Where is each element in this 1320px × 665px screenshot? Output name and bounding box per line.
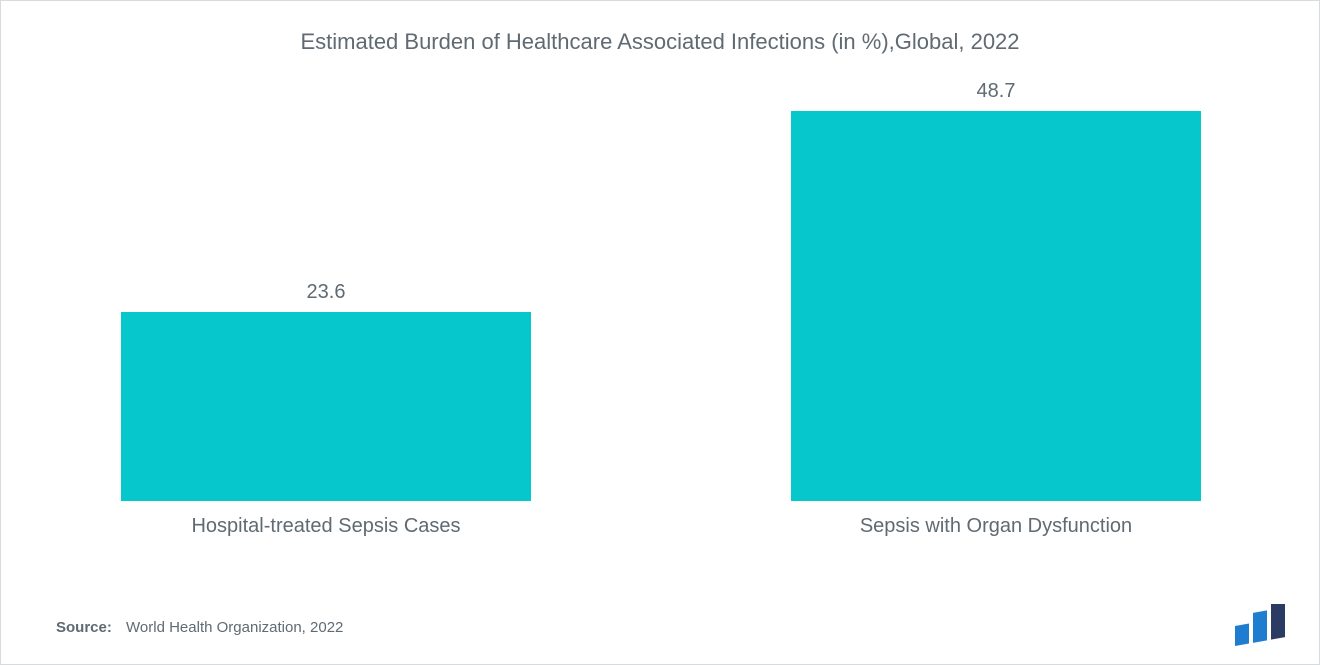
source-line: Source: World Health Organization, 2022: [56, 619, 343, 636]
plot-area: 23.6Hospital-treated Sepsis Cases48.7Sep…: [121, 101, 1201, 501]
bar-value-label: 48.7: [791, 80, 1201, 111]
bar: [121, 312, 531, 501]
bar: [791, 111, 1201, 501]
bar-value-label: 23.6: [121, 281, 531, 312]
category-label: Hospital-treated Sepsis Cases: [191, 515, 460, 538]
category-label: Sepsis with Organ Dysfunction: [860, 515, 1132, 538]
chart-title: Estimated Burden of Healthcare Associate…: [1, 29, 1319, 55]
chart-container: Estimated Burden of Healthcare Associate…: [0, 0, 1320, 665]
bar-group: 23.6Hospital-treated Sepsis Cases: [121, 281, 531, 501]
mordor-logo-icon: [1235, 604, 1289, 646]
bar-group: 48.7Sepsis with Organ Dysfunction: [791, 80, 1201, 501]
source-text: World Health Organization, 2022: [126, 619, 343, 636]
source-label: Source:: [56, 619, 112, 636]
